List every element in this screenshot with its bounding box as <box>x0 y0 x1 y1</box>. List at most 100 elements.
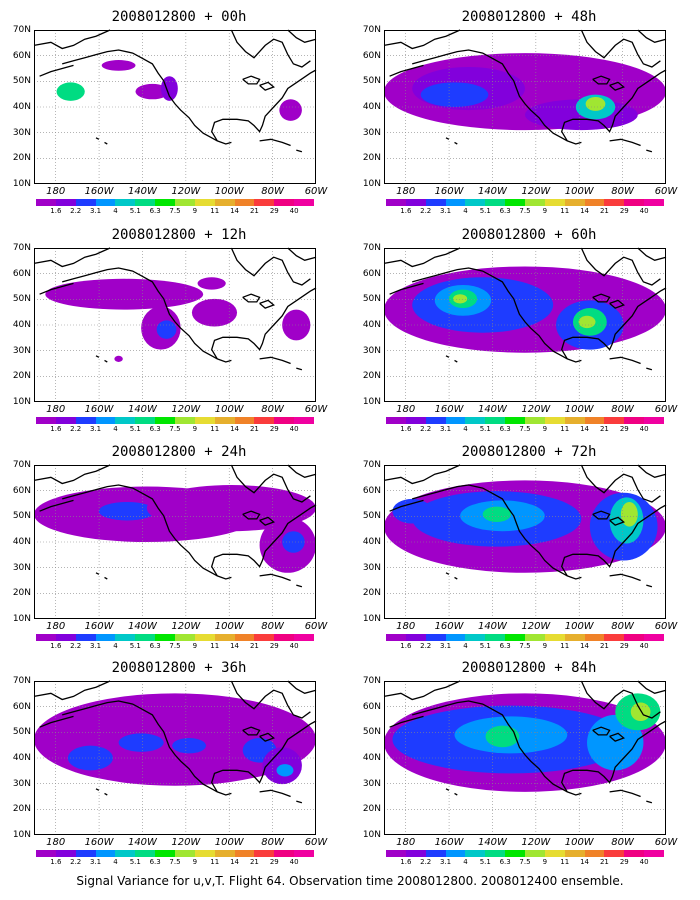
colorbar-label: 5.1 <box>129 425 141 433</box>
coastline <box>39 64 74 77</box>
map-plot <box>383 464 667 619</box>
colorbar-label: 29 <box>619 425 629 433</box>
colorbar-label: 21 <box>249 207 259 215</box>
colorbar <box>36 199 315 206</box>
variance-contour <box>585 96 606 111</box>
colorbar-swatch <box>425 199 446 206</box>
coastline <box>389 282 424 295</box>
colorbar-swatch <box>485 850 506 857</box>
colorbar-swatch <box>234 850 255 857</box>
colorbar-label: 4 <box>463 207 468 215</box>
colorbar-label: 3.1 <box>89 642 102 650</box>
colorbar-swatch <box>36 634 56 641</box>
colorbar-swatch <box>234 417 255 424</box>
lat-tick-label: 30N <box>12 562 31 573</box>
colorbar-swatch <box>155 850 176 857</box>
lon-tick-label: 80W <box>611 837 634 848</box>
lat-tick-label: 10N <box>362 397 381 407</box>
colorbar-label: 29 <box>619 642 629 650</box>
colorbar-swatch <box>425 634 446 641</box>
lat-tick-label: 60N <box>362 701 381 712</box>
colorbar-label: 29 <box>269 207 279 215</box>
variance-contour <box>276 764 294 777</box>
coastline <box>33 680 111 701</box>
lon-tick-label: 100W <box>564 186 594 197</box>
coastline <box>454 141 458 145</box>
panel-title: 2008012800 + 84h <box>461 660 597 676</box>
lon-tick-label: 100W <box>564 621 594 632</box>
colorbar-label: 9 <box>192 207 198 215</box>
lon-tick-label: 140W <box>477 404 507 415</box>
colorbar-swatch <box>55 417 76 424</box>
colorbar-swatch <box>115 199 136 206</box>
colorbar-label: 5.1 <box>479 207 491 215</box>
map-plot <box>33 29 317 184</box>
colorbar-label: 4 <box>463 642 468 650</box>
coastline <box>412 484 582 580</box>
colorbar-swatch <box>505 417 526 424</box>
variance-contour <box>146 485 316 532</box>
colorbar-label: 14 <box>580 642 590 650</box>
coastline <box>637 680 667 694</box>
colorbar-labels: 1.6 2.2 3.1 4 5.1 6.3 7.5 9 11 14 21 29 40 <box>36 425 314 434</box>
lat-tick-label: 30N <box>362 345 381 356</box>
colorbar <box>386 850 665 857</box>
colorbar-label: 6.3 <box>499 858 511 866</box>
coastline <box>609 789 641 798</box>
colorbar-swatch <box>564 850 585 857</box>
lon-tick-label: 180 <box>46 186 66 197</box>
colorbar-swatch <box>95 417 116 424</box>
map-plot <box>33 464 317 619</box>
variance-contour <box>485 725 520 748</box>
lon-tick-label: 180 <box>396 621 416 632</box>
lat-tick-label: 60N <box>12 701 31 712</box>
lon-tick-label: 140W <box>477 186 507 197</box>
colorbar-label: 29 <box>619 207 629 215</box>
colorbar-label: 2.2 <box>420 207 432 215</box>
coastline <box>39 715 74 728</box>
colorbar-swatch <box>505 199 526 206</box>
colorbar-swatch <box>194 417 215 424</box>
coastline <box>287 464 317 478</box>
lon-tick-label: 160W <box>84 837 114 848</box>
lat-tick-label: 70N <box>362 676 381 686</box>
colorbar-label: 9 <box>542 425 548 433</box>
colorbar-swatch <box>155 417 176 424</box>
lat-tick-label: 20N <box>12 371 31 382</box>
colorbar-label: 5.1 <box>129 858 141 866</box>
coastline <box>454 792 458 796</box>
lat-tick-label: 60N <box>362 50 381 61</box>
lat-tick-label: 50N <box>362 76 381 87</box>
coastline <box>646 584 653 588</box>
variance-contour <box>172 737 207 754</box>
colorbar-label: 4 <box>113 207 118 215</box>
lat-tick-label: 10N <box>362 614 381 624</box>
coastline <box>646 149 653 153</box>
lat-tick-label: 70N <box>362 243 381 253</box>
lon-tick-label: 100W <box>214 404 244 415</box>
colorbar-swatch <box>445 199 466 206</box>
lat-tick-label: 30N <box>12 345 31 356</box>
panel-title: 2008012800 + 24h <box>111 444 247 460</box>
colorbar-label: 29 <box>269 425 279 433</box>
lat-tick-label: 40N <box>362 320 381 330</box>
colorbar-label: 5.1 <box>479 858 491 866</box>
coastline <box>637 464 667 478</box>
colorbar-label: 14 <box>580 207 590 215</box>
colorbar-label: 11 <box>560 425 570 433</box>
lat-tick-label: 70N <box>12 243 31 253</box>
lat-tick-label: 50N <box>362 727 381 738</box>
coastline <box>62 484 232 580</box>
coastline <box>560 720 667 793</box>
colorbar-label: 4 <box>113 858 118 866</box>
colorbar-label: 14 <box>230 425 240 433</box>
lat-tick-label: 40N <box>362 102 381 112</box>
lat-tick-label: 60N <box>12 268 31 279</box>
colorbar-label: 3.1 <box>89 425 102 433</box>
colorbar-label: 14 <box>580 425 590 433</box>
colorbar-swatch <box>294 417 315 424</box>
variance-contour <box>160 76 178 101</box>
colorbar-swatch <box>135 634 156 641</box>
variance-contour <box>630 702 651 722</box>
colorbar-swatch <box>294 634 315 641</box>
